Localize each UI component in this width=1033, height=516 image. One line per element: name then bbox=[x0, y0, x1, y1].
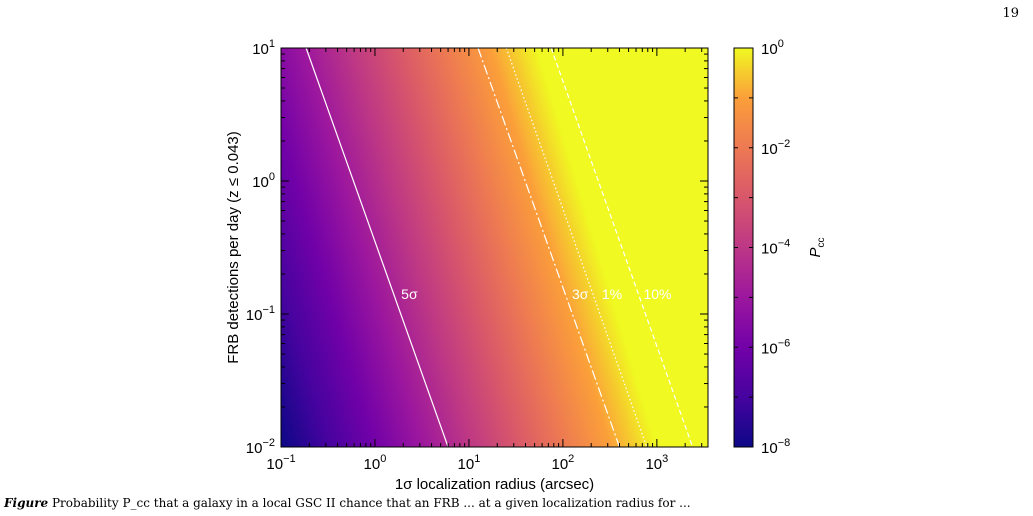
y-tick-label: 10−1 bbox=[246, 304, 275, 324]
x-tick-label: 103 bbox=[645, 453, 668, 473]
figure-caption-text: Probability P_cc that a galaxy in a loca… bbox=[51, 496, 691, 510]
heatmap-image bbox=[281, 48, 708, 447]
plot-frame bbox=[280, 47, 709, 448]
contour-line bbox=[550, 48, 694, 447]
x-tick-label: 100 bbox=[364, 453, 387, 473]
contour-label: 10% bbox=[643, 286, 671, 302]
x-tick-label: 101 bbox=[458, 453, 481, 473]
y-axis-label: FRB detections per day (z ≤ 0.043) bbox=[225, 131, 242, 364]
colorbar-tick-label: 10−8 bbox=[761, 437, 790, 457]
x-tick-label: 102 bbox=[551, 453, 574, 473]
x-axis-label-sigma: 1σ bbox=[395, 476, 413, 493]
figure-caption: Figure Probability P_cc that a galaxy in… bbox=[0, 496, 1033, 516]
x-axis-label-text: localization radius (arcsec) bbox=[412, 476, 594, 493]
figure-label: Figure bbox=[4, 496, 49, 510]
pcc-heatmap-chart: 5σ 3σ 1% 10% 10−1 100 101 102 10310−210−1100101… bbox=[225, 38, 827, 493]
y-tick-label: 10−2 bbox=[246, 437, 275, 457]
colorbar-label-sub: cc bbox=[816, 237, 827, 247]
colorbar-label-main: P bbox=[807, 247, 824, 257]
colorbar-tick-label: 10−2 bbox=[761, 138, 790, 158]
contour-label: 3σ bbox=[572, 286, 589, 302]
x-tick-label: 10−1 bbox=[266, 453, 295, 473]
contour-line bbox=[477, 48, 621, 447]
page-number: 19 bbox=[1002, 6, 1019, 21]
contour-line bbox=[305, 48, 449, 447]
contour-line bbox=[505, 48, 648, 447]
colorbar-tick-label: 10−4 bbox=[761, 238, 790, 258]
colorbar-label: Pcc bbox=[807, 237, 827, 257]
contour-label: 1% bbox=[602, 286, 622, 302]
contour-label: 5σ bbox=[401, 286, 418, 302]
y-tick-label: 100 bbox=[252, 171, 275, 191]
x-axis-label: 1σ localization radius (arcsec) bbox=[395, 476, 594, 493]
colorbar-tick-label: 10−6 bbox=[761, 337, 790, 357]
y-tick-label: 101 bbox=[252, 38, 275, 58]
colorbar-tick-label: 100 bbox=[761, 38, 784, 58]
